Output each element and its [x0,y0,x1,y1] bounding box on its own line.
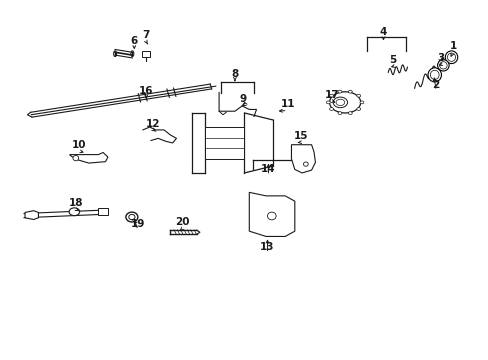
Text: 11: 11 [280,99,294,109]
Ellipse shape [332,97,347,108]
Text: 16: 16 [139,86,153,96]
Ellipse shape [356,94,360,97]
Ellipse shape [329,94,333,97]
Text: 20: 20 [175,217,189,227]
Polygon shape [291,145,315,173]
Text: 9: 9 [240,94,246,104]
Text: 18: 18 [68,198,83,208]
Text: 12: 12 [146,118,161,129]
Ellipse shape [437,60,448,71]
Ellipse shape [329,92,360,113]
Ellipse shape [113,51,116,57]
Ellipse shape [337,112,341,114]
Polygon shape [69,153,108,163]
Ellipse shape [128,215,135,220]
Ellipse shape [267,212,276,220]
Ellipse shape [125,212,138,222]
Ellipse shape [329,108,333,111]
Text: 10: 10 [72,140,86,150]
Ellipse shape [347,90,351,93]
Ellipse shape [303,162,307,166]
Ellipse shape [356,108,360,111]
Text: 6: 6 [130,36,138,46]
Text: 17: 17 [324,90,338,100]
Ellipse shape [445,51,457,64]
Ellipse shape [69,208,80,216]
Text: 3: 3 [436,53,444,63]
Polygon shape [98,208,108,215]
Polygon shape [25,211,39,220]
Text: 14: 14 [261,165,275,174]
Ellipse shape [347,112,351,114]
Text: 2: 2 [432,80,439,90]
Ellipse shape [337,90,341,93]
FancyBboxPatch shape [205,127,244,159]
Ellipse shape [73,156,79,161]
Ellipse shape [131,51,134,57]
Text: 5: 5 [388,55,396,65]
Text: 8: 8 [231,69,238,79]
FancyBboxPatch shape [142,51,150,57]
Ellipse shape [326,101,329,104]
Text: 19: 19 [131,219,145,229]
Text: 1: 1 [448,41,456,51]
Ellipse shape [359,101,363,104]
Text: 4: 4 [379,27,386,37]
Text: 7: 7 [142,30,150,40]
Text: 13: 13 [260,242,274,252]
Polygon shape [249,192,294,237]
Ellipse shape [427,68,441,82]
Text: 15: 15 [293,131,307,141]
